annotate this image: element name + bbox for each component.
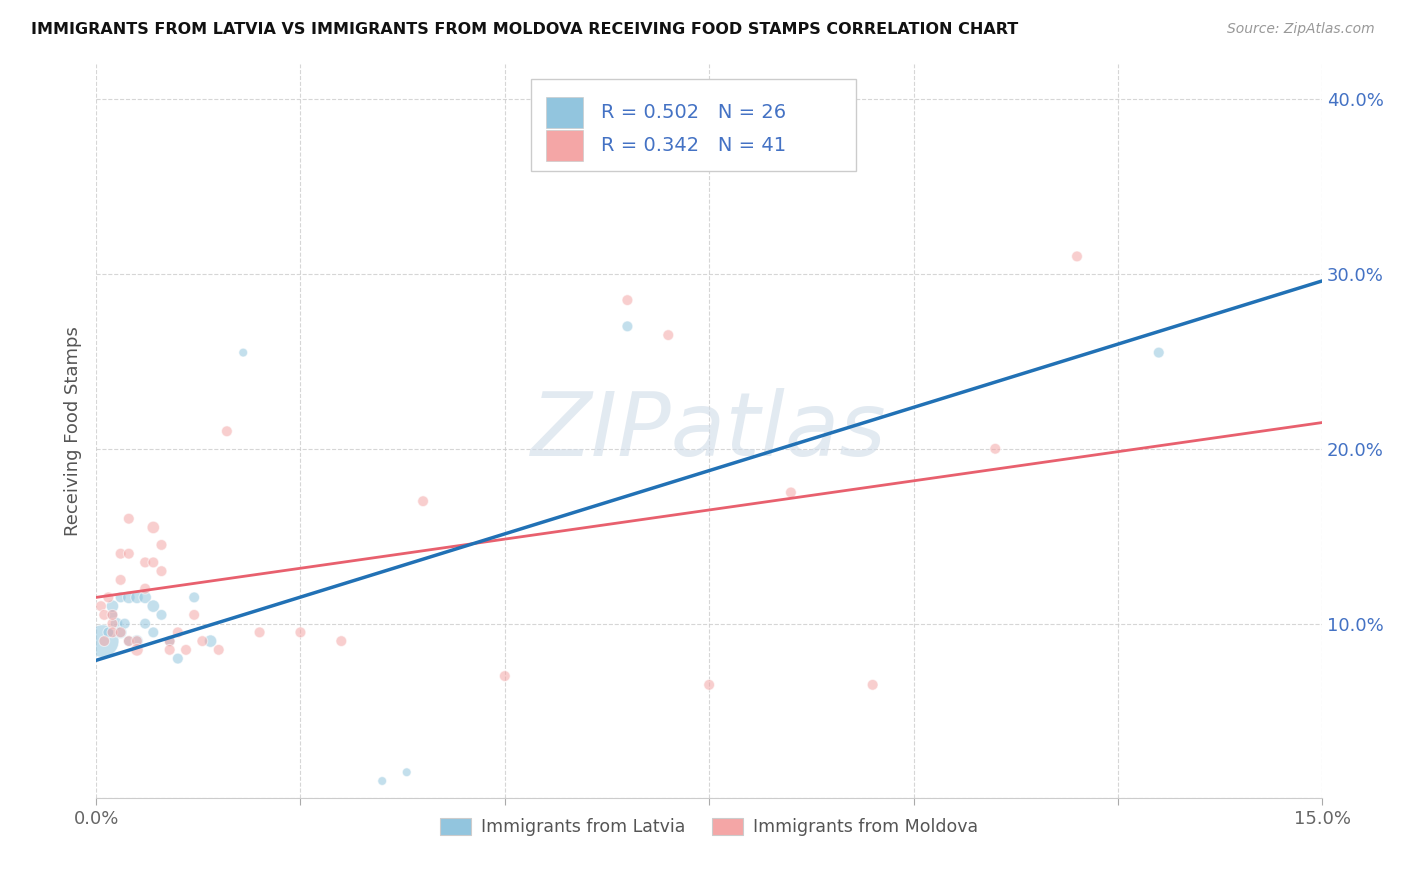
Point (110, 591, 132, 605)
Point (118, 634, 141, 648)
Legend: Immigrants from Latvia, Immigrants from Moldova: Immigrants from Latvia, Immigrants from … (432, 809, 987, 845)
Point (657, 328, 679, 343)
Point (183, 591, 205, 605)
Point (159, 634, 181, 648)
Text: R = 0.502   N = 26: R = 0.502 N = 26 (602, 103, 786, 122)
Point (101, 607, 124, 622)
Point (395, 765, 418, 780)
Point (200, 634, 222, 648)
Point (191, 634, 214, 648)
Point (290, 625, 312, 640)
Point (215, 424, 238, 438)
Point (159, 634, 181, 648)
Point (780, 485, 803, 500)
Text: IMMIGRANTS FROM LATVIA VS IMMIGRANTS FROM MOLDOVA RECEIVING FOOD STAMPS CORRELAT: IMMIGRANTS FROM LATVIA VS IMMIGRANTS FRO… (31, 22, 1018, 37)
Point (371, 774, 394, 789)
Point (91, 634, 114, 648)
Point (232, 345, 254, 359)
Point (1147, 345, 1170, 359)
Point (150, 564, 173, 578)
Point (142, 520, 165, 534)
Point (105, 616, 128, 631)
Point (208, 643, 231, 657)
Point (118, 512, 141, 526)
Point (494, 669, 516, 683)
Point (118, 547, 141, 561)
Point (101, 616, 124, 631)
Point (142, 625, 165, 640)
Point (125, 634, 148, 648)
Point (330, 634, 353, 648)
Point (101, 625, 124, 640)
Point (1066, 249, 1088, 263)
Text: ZIPatlas: ZIPatlas (531, 388, 887, 475)
Text: Source: ZipAtlas.com: Source: ZipAtlas.com (1227, 22, 1375, 37)
Point (110, 573, 132, 587)
Point (183, 607, 205, 622)
Point (110, 625, 132, 640)
Point (174, 643, 197, 657)
Point (862, 678, 884, 692)
Point (101, 607, 124, 622)
Point (97, 625, 120, 640)
Point (110, 625, 132, 640)
Point (166, 651, 188, 665)
Point (412, 494, 434, 508)
Point (114, 616, 136, 631)
Point (118, 634, 141, 648)
Point (159, 643, 181, 657)
Point (697, 678, 720, 692)
Point (118, 591, 141, 605)
Point (984, 442, 1007, 456)
Bar (546, 97, 583, 128)
Point (125, 643, 148, 657)
Point (616, 319, 638, 334)
Point (150, 607, 173, 622)
Point (616, 293, 638, 307)
Point (150, 538, 173, 552)
Point (249, 625, 271, 640)
Point (125, 591, 148, 605)
Point (93, 634, 115, 648)
FancyBboxPatch shape (531, 78, 856, 170)
Text: R = 0.342   N = 41: R = 0.342 N = 41 (602, 136, 786, 155)
Point (134, 556, 156, 570)
Point (142, 599, 165, 614)
Y-axis label: Receiving Food Stamps: Receiving Food Stamps (65, 326, 82, 536)
Point (125, 634, 148, 648)
Point (166, 625, 188, 640)
Bar (546, 130, 583, 161)
Point (110, 547, 132, 561)
Point (142, 556, 165, 570)
Point (93, 607, 115, 622)
Point (97, 591, 120, 605)
Point (101, 599, 124, 614)
Point (134, 616, 156, 631)
Point (134, 582, 156, 596)
Point (90, 599, 112, 614)
Point (134, 591, 156, 605)
